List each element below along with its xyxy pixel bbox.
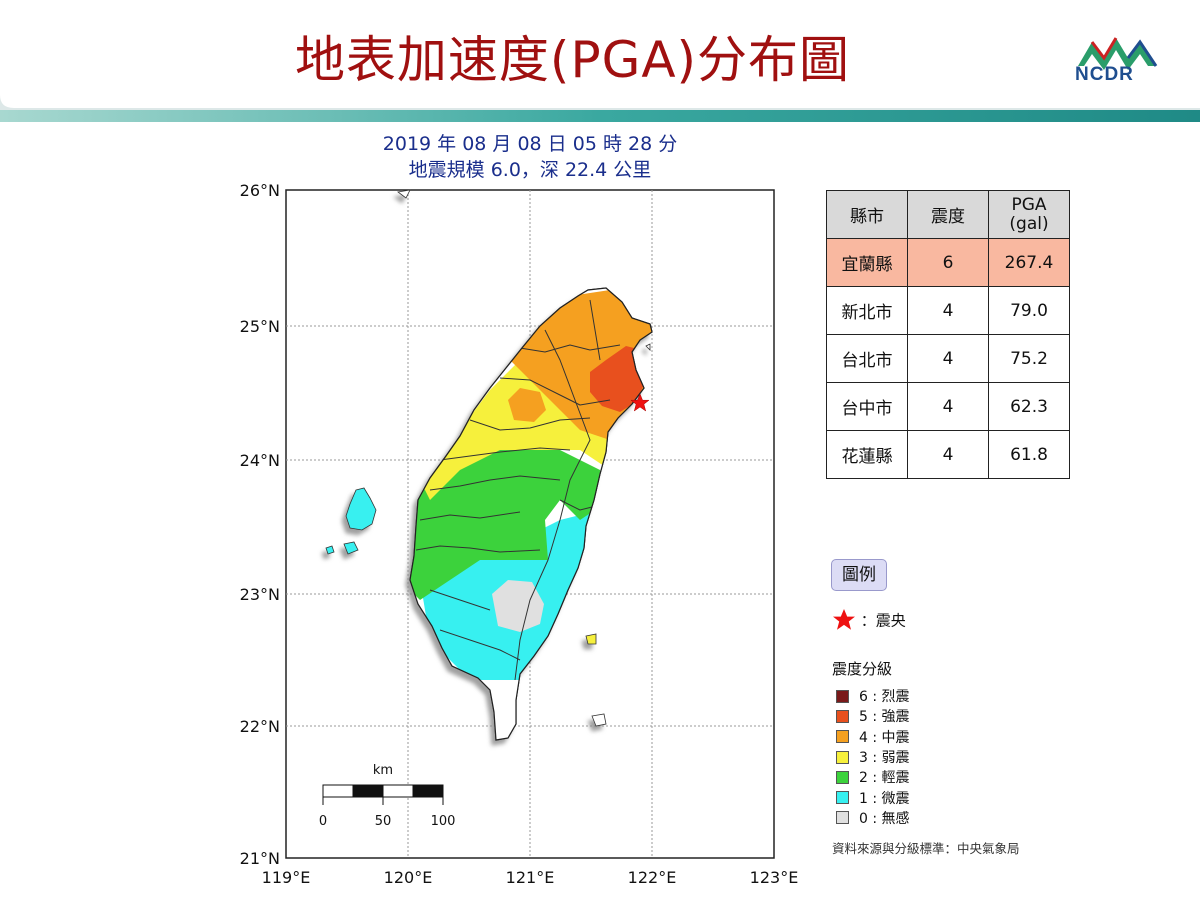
data-source-note: 資料來源與分級標準：中央氣象局 <box>832 841 1020 856</box>
cell-county: 宜蘭縣 <box>826 238 908 287</box>
lon-tick-123: 123°E <box>750 868 799 887</box>
header-intensity: 震度 <box>907 190 989 239</box>
scale-bar-unit: km <box>373 763 393 778</box>
legend-item-label: 6 : 烈震 <box>859 689 910 706</box>
cell-intensity: 4 <box>907 286 989 335</box>
lon-tick-121: 121°E <box>506 868 555 887</box>
scale-bar-label-50: 50 <box>375 814 392 829</box>
lat-tick-24: 24°N <box>240 451 280 470</box>
lon-tick-120: 120°E <box>384 868 433 887</box>
table-row: 新北市 4 79.0 <box>826 286 1070 335</box>
lat-tick-25: 25°N <box>240 317 280 336</box>
header-county: 縣市 <box>826 190 908 239</box>
cell-pga: 267.4 <box>988 238 1070 287</box>
legend-item-4: 4 : 中震 <box>836 727 910 747</box>
lon-axis: 119°E 120°E 121°E 122°E 123°E <box>262 868 799 887</box>
legend-intensity-list: 6 : 烈震 5 : 強震 4 : 中震 3 : 弱震 2 : 輕震 1 : 微… <box>836 686 910 828</box>
legend-heading: 震度分級 <box>832 660 893 678</box>
cell-intensity: 4 <box>907 382 989 431</box>
legend-item-label: 3 : 弱震 <box>859 750 910 767</box>
legend-swatch <box>836 811 849 825</box>
cell-pga: 62.3 <box>988 382 1070 431</box>
table-row: 台中市 4 62.3 <box>826 382 1070 431</box>
cell-pga: 61.8 <box>988 430 1070 479</box>
legend-item-5: 5 : 強震 <box>836 706 910 726</box>
legend-item-label: 2 : 輕震 <box>859 770 910 787</box>
header-pga-line2: (gal) <box>1009 213 1049 234</box>
cell-intensity: 6 <box>907 238 989 287</box>
header-decoration <box>0 95 1200 122</box>
cell-county: 台北市 <box>826 334 908 383</box>
legend-swatch <box>836 770 849 784</box>
legend-item-label: 0 : 無感 <box>859 810 910 827</box>
lon-tick-122: 122°E <box>628 868 677 887</box>
scale-bar-label-0: 0 <box>319 814 327 829</box>
header-pga: PGA (gal) <box>988 190 1070 239</box>
legend-swatch <box>836 791 849 805</box>
cell-pga: 79.0 <box>988 286 1070 335</box>
epicenter-star <box>630 393 650 412</box>
lat-tick-21: 21°N <box>240 849 280 868</box>
scale-bar: km 0 50 100 <box>319 763 456 829</box>
legend-item-2: 2 : 輕震 <box>836 767 910 787</box>
pga-table: 縣市 震度 PGA (gal) 宜蘭縣 6 267.4 新北市 4 79.0 台… <box>826 190 1070 479</box>
cell-county: 新北市 <box>826 286 908 335</box>
table-row: 花蓮縣 4 61.8 <box>826 430 1070 479</box>
lon-tick-119: 119°E <box>262 868 311 887</box>
islands <box>325 189 651 727</box>
lat-tick-23: 23°N <box>240 585 280 604</box>
legend-item-label: 4 : 中震 <box>859 729 910 746</box>
map-title-date: 2019 年 08 月 08 日 05 時 28 分 <box>382 133 678 155</box>
scale-bar-label-100: 100 <box>431 814 456 829</box>
cell-intensity: 4 <box>907 430 989 479</box>
legend-swatch <box>836 750 849 764</box>
slide-title: 地表加速度(PGA)分布圖 <box>294 31 851 89</box>
cell-county: 台中市 <box>826 382 908 431</box>
cell-pga: 75.2 <box>988 334 1070 383</box>
legend-item-1: 1 : 微震 <box>836 787 910 807</box>
cell-intensity: 4 <box>907 334 989 383</box>
legend-swatch <box>836 689 849 703</box>
legend-item-label: 1 : 微震 <box>859 790 910 807</box>
legend-title-box: 圖例 <box>831 559 887 591</box>
table-header-row: 縣市 震度 PGA (gal) <box>826 190 1070 239</box>
legend-item-3: 3 : 弱震 <box>836 747 910 767</box>
pga-map: km 0 50 100 26°N 25°N 24°N 23°N 22°N 21°… <box>240 181 799 887</box>
legend-item-0: 0 : 無感 <box>836 808 910 828</box>
legend-epicenter: ：震央 <box>832 608 906 632</box>
lat-axis: 26°N 25°N 24°N 23°N 22°N 21°N <box>240 181 280 868</box>
table-row: 宜蘭縣 6 267.4 <box>826 238 1070 287</box>
lat-tick-26: 26°N <box>240 181 280 200</box>
header-pga-line1: PGA <box>1011 194 1047 215</box>
lat-tick-22: 22°N <box>240 717 280 736</box>
ncdr-logo <box>1078 37 1158 70</box>
legend-item-label: 5 : 強震 <box>859 709 910 726</box>
legend-swatch <box>836 730 849 744</box>
legend-epicenter-label: ：震央 <box>860 611 906 630</box>
table-row: 台北市 4 75.2 <box>826 334 1070 383</box>
epicenter-star-icon <box>833 609 855 630</box>
ncdr-logo-text: NCDR <box>1075 64 1134 85</box>
cell-county: 花蓮縣 <box>826 430 908 479</box>
map-title-magnitude: 地震規模 6.0，深 22.4 公里 <box>408 159 652 181</box>
legend-swatch <box>836 709 849 723</box>
legend-item-6: 6 : 烈震 <box>836 686 910 706</box>
